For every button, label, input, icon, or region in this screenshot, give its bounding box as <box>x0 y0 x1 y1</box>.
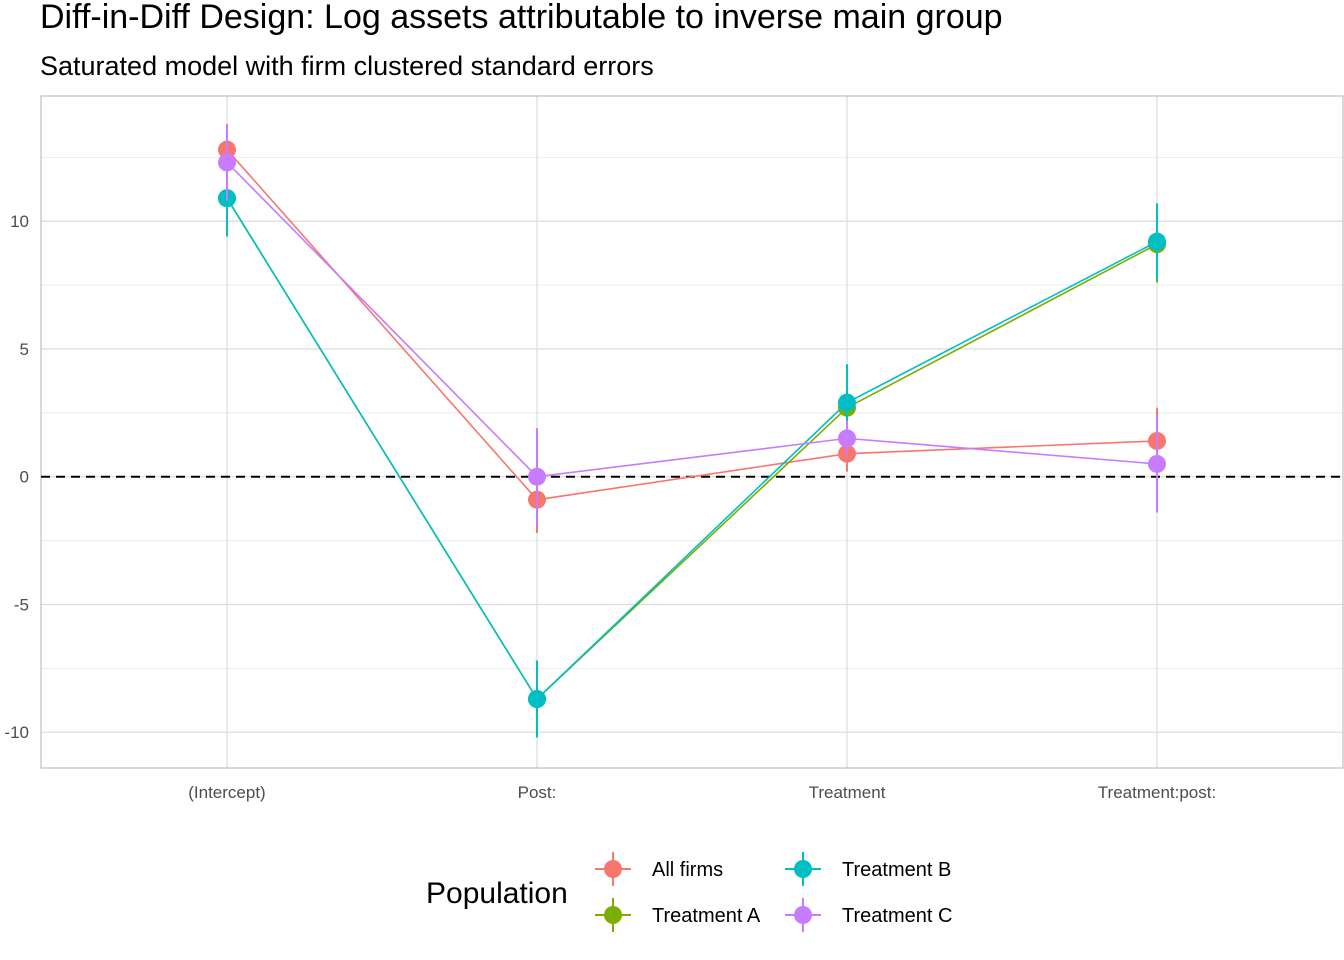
series-line <box>226 149 1158 501</box>
data-point <box>528 690 546 709</box>
y-tick-label: 0 <box>20 468 29 487</box>
x-tick-label: Treatment:post: <box>1098 783 1216 802</box>
series-line <box>226 161 1158 478</box>
legend-title: Population <box>426 877 568 910</box>
y-tick-label: -10 <box>4 723 29 742</box>
legend-key-point <box>794 906 812 924</box>
x-tick-label: (Intercept) <box>188 783 265 802</box>
series-layer <box>218 124 1166 738</box>
legend-item: All firms <box>595 852 723 886</box>
x-axis: (Intercept) Post: Treatment Treatment:post: <box>188 783 1216 802</box>
plot-panel-border <box>40 95 1344 769</box>
series-line <box>226 197 1158 701</box>
data-point <box>1148 454 1166 473</box>
plot-grid <box>41 96 1343 768</box>
y-tick-label: -5 <box>14 595 29 614</box>
legend-label: Treatment A <box>652 905 761 927</box>
chart-subtitle: Saturated model with firm clustered stan… <box>40 51 654 81</box>
y-tick-label: 5 <box>20 340 29 359</box>
data-point <box>528 467 546 486</box>
legend-item: Treatment A <box>595 898 761 932</box>
legend-key-point <box>604 860 622 878</box>
series-group <box>218 124 1166 526</box>
series-group <box>218 159 1166 738</box>
data-point <box>218 153 236 172</box>
y-tick-label: 10 <box>10 212 29 231</box>
legend: Population All firms Treatment A Treatment… <box>426 852 952 932</box>
y-axis: -10 -5 0 5 10 <box>4 212 29 742</box>
legend-item: Treatment C <box>785 898 952 932</box>
legend-key-point <box>794 860 812 878</box>
series-line <box>226 197 1158 701</box>
legend-item: Treatment B <box>785 852 951 886</box>
legend-label: All firms <box>652 859 723 881</box>
series-group <box>218 159 1166 738</box>
data-point <box>838 393 856 412</box>
data-point <box>838 429 856 448</box>
chart-title: Diff-in-Diff Design: Log assets attribut… <box>40 0 1003 36</box>
x-tick-label: Post: <box>518 783 557 802</box>
legend-key-point <box>604 906 622 924</box>
legend-label: Treatment C <box>842 905 952 927</box>
legend-label: Treatment B <box>842 859 951 881</box>
x-tick-label: Treatment <box>809 783 886 802</box>
data-point <box>1148 232 1166 251</box>
series-group <box>218 129 1166 533</box>
